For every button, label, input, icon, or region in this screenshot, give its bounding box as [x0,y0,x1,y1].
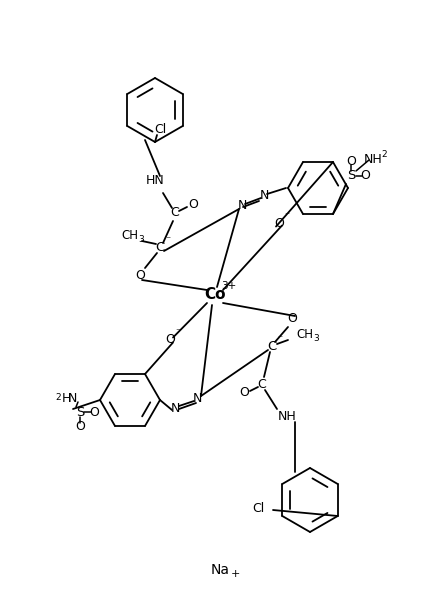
Text: Cl: Cl [154,123,166,137]
Text: O: O [345,156,355,168]
Text: O: O [89,406,99,418]
Text: N: N [170,401,179,415]
Text: 3+: 3+ [221,281,236,291]
Text: S: S [346,170,354,182]
Text: NH: NH [363,153,381,167]
Text: O: O [135,269,145,283]
Text: N: N [237,199,246,213]
Text: O: O [239,387,248,399]
Text: C: C [257,379,266,392]
Text: N: N [259,190,268,202]
Text: Na: Na [210,563,229,577]
Text: O: O [359,170,369,182]
Text: CH: CH [296,328,313,342]
Text: O: O [165,333,174,346]
Text: N: N [67,392,77,404]
Text: S: S [76,406,84,418]
Text: 2: 2 [55,393,61,402]
Text: H: H [61,392,71,404]
Text: C: C [170,207,179,219]
Text: O: O [75,420,85,432]
Text: O: O [187,198,198,212]
Text: N: N [192,392,201,404]
Text: +: + [230,569,239,579]
Text: 3: 3 [312,334,318,344]
Text: HN: HN [145,174,164,187]
Text: NH: NH [277,410,296,424]
Text: CH: CH [121,229,138,243]
Text: 3: 3 [138,235,144,244]
Text: C: C [155,241,164,255]
Text: ⁻: ⁻ [277,334,282,344]
Text: C: C [267,340,276,353]
Text: O: O [273,217,283,230]
Text: ⁻: ⁻ [165,235,170,245]
Text: O: O [286,313,296,325]
Text: 2: 2 [380,151,386,159]
Text: Co: Co [204,288,225,303]
Text: ⁻: ⁻ [175,328,180,337]
Text: Cl: Cl [251,502,264,514]
Text: ⁻: ⁻ [284,212,289,221]
